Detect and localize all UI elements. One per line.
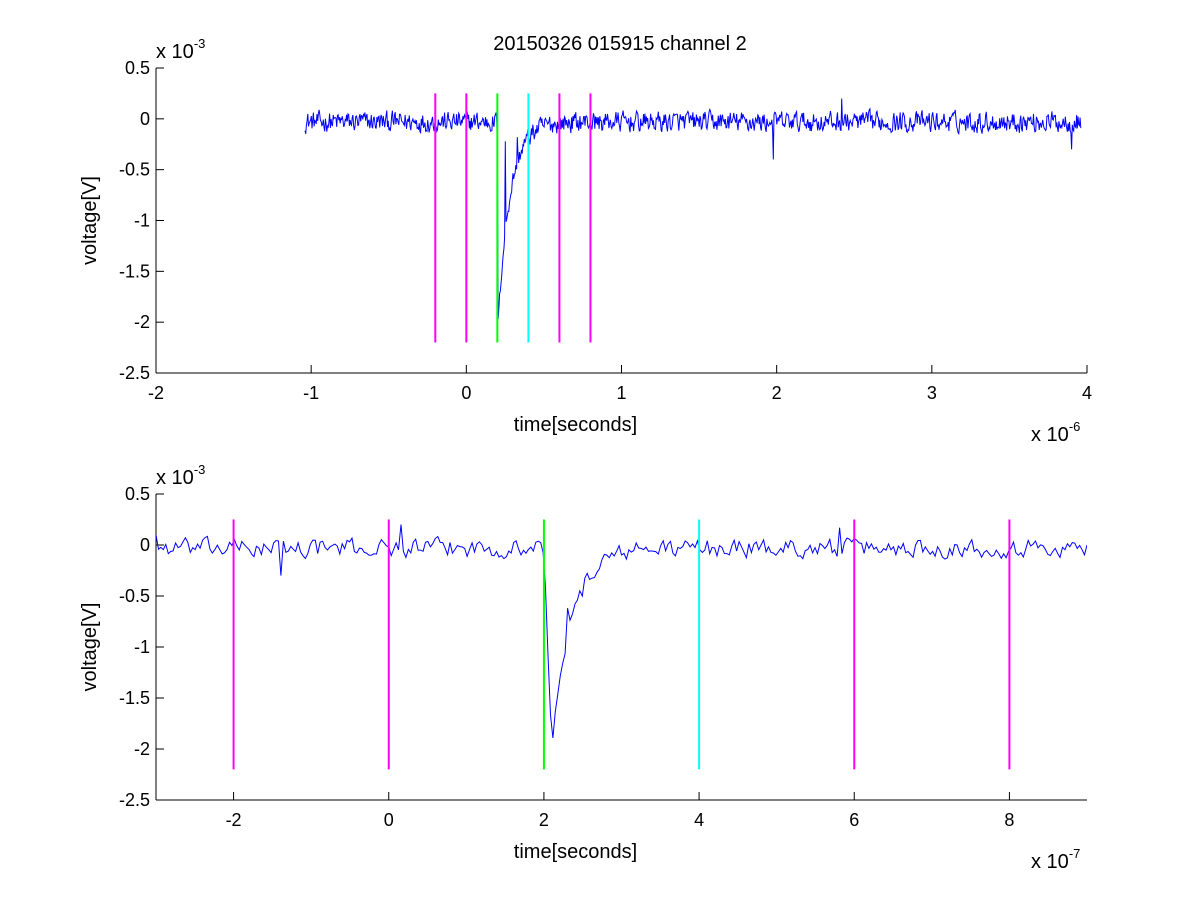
y-axis-label: voltage[V] [79,603,101,692]
x-scale-base: x 10 [1031,851,1069,873]
x-tick-label: 8 [1004,810,1014,830]
y-tick-label: 0 [140,109,150,129]
y-tick-label: -0.5 [119,160,150,180]
x-scale-exponent: -7 [1069,846,1081,861]
y-axis-label: voltage[V] [79,176,101,265]
y-tick-label: 0 [140,535,150,555]
chart-title: 20150326 015915 channel 2 [493,33,747,55]
x-tick-label: -1 [303,383,319,403]
y-scale-multiplier: x 10-3 [156,36,205,63]
y-tick-label: -1.5 [119,261,150,281]
y-scale-multiplier: x 10-3 [156,462,205,489]
top-plot: -2 -1 0 1 2 3 40.50-0.5-1-1.5-2-2.5time[second… [79,36,1092,446]
x-tick-label: 4 [694,810,704,830]
y-scale-base: x 10 [156,41,194,63]
y-scale-exponent: -3 [194,462,206,477]
x-tick-label: 2 [772,383,782,403]
y-tick-label: 0.5 [125,484,150,504]
y-tick-label: -2 [134,739,150,759]
x-scale-multiplier: x 10-6 [1031,419,1080,446]
y-tick-label: -1.5 [119,688,150,708]
y-scale-exponent: -3 [194,36,206,51]
y-scale-base: x 10 [156,467,194,489]
x-scale-exponent: -6 [1069,419,1081,434]
x-axis-label: time[seconds] [514,414,637,436]
x-tick-label: 0 [384,810,394,830]
x-tick-label: 1 [616,383,626,403]
voltage-trace-line [304,98,1082,319]
y-tick-label: -2 [134,312,150,332]
voltage-trace-line [156,524,1087,739]
bottom-plot: -2 0 2 4 6 8 0.5 0 -0.5 -1 -1.5 -2 -2.5 time[seconds]… [79,462,1087,873]
x-tick-label: -2 [226,810,242,830]
x-scale-multiplier: x 10-7 [1031,846,1080,873]
x-tick-label: 4 [1082,383,1092,403]
x-scale-base: x 10 [1031,424,1069,446]
x-tick-label: 2 [539,810,549,830]
x-axis-label: time[seconds] [514,841,637,863]
y-tick-label: -0.5 [119,586,150,606]
x-tick-label: -2 [148,383,164,403]
y-tick-label: 0.5 [125,58,150,78]
x-tick-label: 3 [927,383,937,403]
y-tick-label: -1 [134,637,150,657]
y-tick-label: -1 [134,211,150,231]
x-tick-label: 0 [461,383,471,403]
y-tick-label: -2.5 [119,790,150,810]
y-tick-label: -2.5 [119,363,150,383]
x-tick-label: 6 [849,810,859,830]
